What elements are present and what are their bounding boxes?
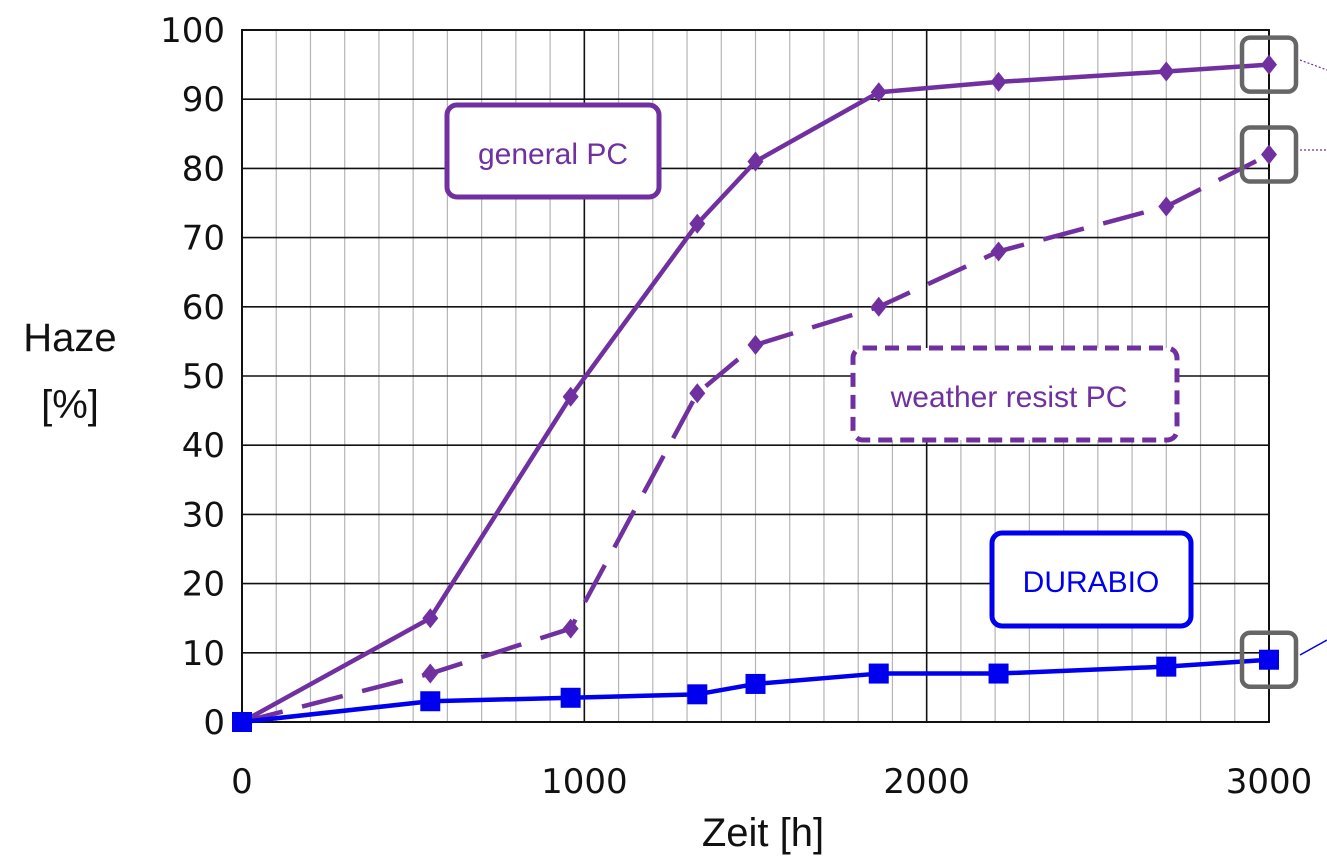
y-axis-title-line-1: Haze [23, 316, 116, 360]
marker-weather-resist-pc [422, 663, 439, 684]
marker-durabio [687, 684, 708, 705]
marker-durabio [560, 687, 581, 708]
y-tick-label: 10 [182, 634, 225, 674]
connector-general-pc [1299, 59, 1327, 71]
marker-general-pc [422, 608, 439, 629]
label-general-pc: general PC [478, 138, 628, 171]
label-weather-resist-pc: weather resist PC [890, 381, 1128, 414]
plot-frame [241, 29, 1270, 723]
marker-general-pc [990, 71, 1007, 92]
marker-durabio [745, 673, 766, 694]
x-tick-labels: 0 1000 2000 3000 [231, 762, 1312, 802]
y-tick-label: 20 [182, 565, 225, 605]
highlight-box [1239, 35, 1299, 94]
x-tick-label: 1000 [541, 762, 628, 802]
marker-general-pc [870, 82, 887, 103]
callout-connectors [1299, 59, 1327, 656]
y-tick-label: 40 [182, 426, 225, 466]
endpoint-highlights [1239, 35, 1299, 689]
marker-weather-resist-pc [747, 334, 764, 355]
annotation-general-pc: general PC [444, 102, 662, 200]
marker-general-pc [1261, 54, 1277, 75]
x-tick-label: 3000 [1226, 762, 1313, 802]
y-tick-label: 100 [160, 11, 225, 51]
marker-weather-resist-pc [1158, 196, 1175, 217]
marker-general-pc [562, 386, 579, 407]
annotation-weather-resist-pc: weather resist PC [850, 345, 1180, 443]
y-tick-label: 70 [182, 219, 225, 259]
x-axis-title: Zeit [h] [702, 811, 824, 855]
marker-weather-resist-pc [870, 296, 887, 317]
x-tick-label: 0 [231, 762, 253, 802]
highlight-box [1239, 630, 1299, 689]
marker-durabio [1259, 649, 1279, 670]
y-tick-label: 60 [182, 288, 225, 328]
marker-durabio [868, 663, 889, 684]
plot-border [241, 29, 1270, 723]
y-tick-label: 50 [182, 357, 225, 397]
label-durabio: DURABIO [1023, 566, 1160, 599]
y-tick-label: 80 [182, 149, 225, 189]
annotation-durabio: DURABIO [989, 530, 1194, 629]
connector-durabio [1299, 639, 1327, 656]
marker-general-pc [689, 213, 706, 234]
marker-weather-resist-pc [1261, 144, 1277, 165]
marker-general-pc [747, 151, 764, 172]
y-tick-labels: 0 10 20 30 40 50 60 70 80 90 100 [160, 11, 225, 743]
marker-durabio [988, 663, 1009, 684]
marker-durabio [1156, 656, 1177, 677]
y-tick-label: 0 [203, 703, 225, 743]
x-tick-label: 2000 [883, 762, 970, 802]
marker-weather-resist-pc [689, 383, 706, 404]
y-tick-label: 30 [182, 495, 225, 535]
marker-durabio [232, 712, 252, 732]
series-markers [232, 54, 1279, 732]
marker-general-pc [1158, 61, 1175, 82]
marker-weather-resist-pc [990, 241, 1007, 262]
y-axis-title-line-2: [%] [41, 383, 99, 427]
y-tick-label: 90 [182, 80, 225, 120]
marker-durabio [420, 691, 441, 712]
highlight-box [1239, 125, 1299, 184]
marker-weather-resist-pc [562, 618, 579, 639]
